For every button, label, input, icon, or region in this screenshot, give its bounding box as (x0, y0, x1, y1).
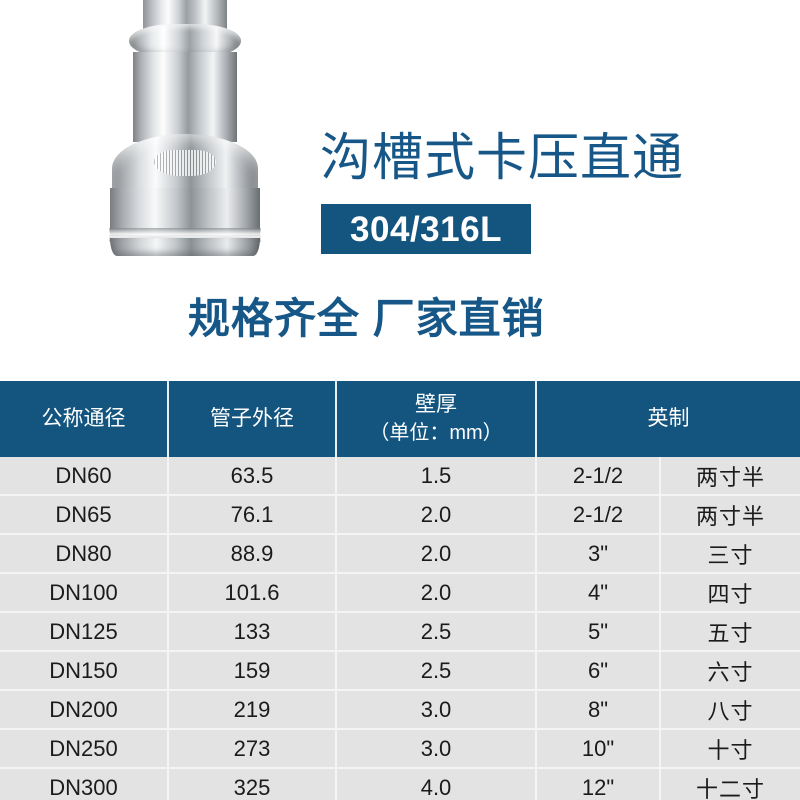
cell-wall-thickness: 3.0 (336, 690, 537, 730)
table-header-row: 公称通径 管子外径 壁厚 （单位：mm） 英制 (0, 381, 800, 457)
table-row: DN100 101.6 2.0 4" 四寸 (0, 573, 800, 613)
cell-pipe-outer-diameter: 273 (168, 729, 337, 769)
material-grade-label: 304/316L (350, 209, 502, 249)
cell-wall-thickness: 1.5 (336, 457, 537, 496)
cell-nominal-diameter: DN60 (0, 457, 169, 496)
col-header-imperial: 英制 (536, 381, 800, 457)
cell-imperial-chinese: 八寸 (660, 690, 800, 730)
cell-nominal-diameter: DN200 (0, 690, 169, 730)
cell-nominal-diameter: DN65 (0, 495, 169, 535)
cell-wall-thickness: 4.0 (336, 768, 537, 800)
cell-imperial-size: 12" (536, 768, 661, 800)
hero-banner: 沟槽式卡压直通 304/316L 规格齐全 厂家直销 (0, 0, 800, 378)
cell-pipe-outer-diameter: 76.1 (168, 495, 337, 535)
cell-pipe-outer-diameter: 159 (168, 651, 337, 691)
coupling-upper-barrel (133, 52, 237, 142)
cell-imperial-chinese: 两寸半 (660, 457, 800, 496)
marketing-subtitle: 规格齐全 厂家直销 (188, 295, 545, 342)
cell-imperial-chinese: 三寸 (660, 534, 800, 574)
wall-thickness-line-1: 壁厚 (415, 393, 457, 416)
wall-thickness-unit: （单位：mm） (369, 422, 503, 444)
cell-pipe-outer-diameter: 325 (168, 768, 337, 800)
cell-pipe-outer-diameter: 219 (168, 690, 337, 730)
cell-imperial-chinese: 两寸半 (660, 495, 800, 535)
cell-nominal-diameter: DN80 (0, 534, 169, 574)
cell-pipe-outer-diameter: 88.9 (168, 534, 337, 574)
cell-wall-thickness: 3.0 (336, 729, 537, 769)
cell-wall-thickness: 2.5 (336, 651, 537, 691)
cell-pipe-outer-diameter: 133 (168, 612, 337, 652)
coupling-knurled-band (154, 150, 216, 176)
cell-nominal-diameter: DN125 (0, 612, 169, 652)
cell-wall-thickness: 2.5 (336, 612, 537, 652)
cell-imperial-chinese: 五寸 (660, 612, 800, 652)
material-grade-badge: 304/316L (321, 204, 531, 254)
product-title: 沟槽式卡压直通 (320, 129, 685, 186)
cell-wall-thickness: 2.0 (336, 495, 537, 535)
table-row: DN65 76.1 2.0 2-1/2 两寸半 (0, 495, 800, 535)
cell-wall-thickness: 2.0 (336, 534, 537, 574)
cell-imperial-size: 6" (536, 651, 661, 691)
cell-imperial-chinese: 十寸 (660, 729, 800, 769)
cell-imperial-chinese: 四寸 (660, 573, 800, 613)
cell-nominal-diameter: DN250 (0, 729, 169, 769)
col-header-pipe-outer-diameter: 管子外径 (168, 381, 337, 457)
cell-imperial-chinese: 六寸 (660, 651, 800, 691)
cell-pipe-outer-diameter: 63.5 (168, 457, 337, 496)
cell-imperial-chinese: 十二寸 (660, 768, 800, 800)
specification-table: 公称通径 管子外径 壁厚 （单位：mm） 英制 DN60 63.5 1.5 2-1/2… (0, 381, 800, 800)
cell-imperial-size: 2-1/2 (536, 495, 661, 535)
cell-imperial-size: 2-1/2 (536, 457, 661, 496)
specification-table-wrapper: 公称通径 管子外径 壁厚 （单位：mm） 英制 DN60 63.5 1.5 2-1/2… (0, 381, 800, 800)
table-row: DN80 88.9 2.0 3" 三寸 (0, 534, 800, 574)
product-photo-coupling (95, 0, 275, 274)
cell-nominal-diameter: DN300 (0, 768, 169, 800)
table-row: DN60 63.5 1.5 2-1/2 两寸半 (0, 457, 800, 496)
cell-imperial-size: 10" (536, 729, 661, 769)
table-body: DN60 63.5 1.5 2-1/2 两寸半 DN65 76.1 2.0 2-1/2 两寸半 DN… (0, 457, 800, 800)
cell-wall-thickness: 2.0 (336, 573, 537, 613)
cell-imperial-size: 5" (536, 612, 661, 652)
cell-nominal-diameter: DN150 (0, 651, 169, 691)
cell-imperial-size: 8" (536, 690, 661, 730)
cell-nominal-diameter: DN100 (0, 573, 169, 613)
table-row: DN125 133 2.5 5" 五寸 (0, 612, 800, 652)
cell-pipe-outer-diameter: 101.6 (168, 573, 337, 613)
cell-imperial-size: 3" (536, 534, 661, 574)
col-header-wall-thickness: 壁厚 （单位：mm） (336, 381, 537, 457)
col-header-nominal-diameter: 公称通径 (0, 381, 169, 457)
table-row: DN250 273 3.0 10" 十寸 (0, 729, 800, 769)
table-head: 公称通径 管子外径 壁厚 （单位：mm） 英制 (0, 381, 800, 457)
coupling-bottom-rim (110, 238, 260, 256)
table-row: DN150 159 2.5 6" 六寸 (0, 651, 800, 691)
table-row: DN300 325 4.0 12" 十二寸 (0, 768, 800, 800)
cell-imperial-size: 4" (536, 573, 661, 613)
table-row: DN200 219 3.0 8" 八寸 (0, 690, 800, 730)
